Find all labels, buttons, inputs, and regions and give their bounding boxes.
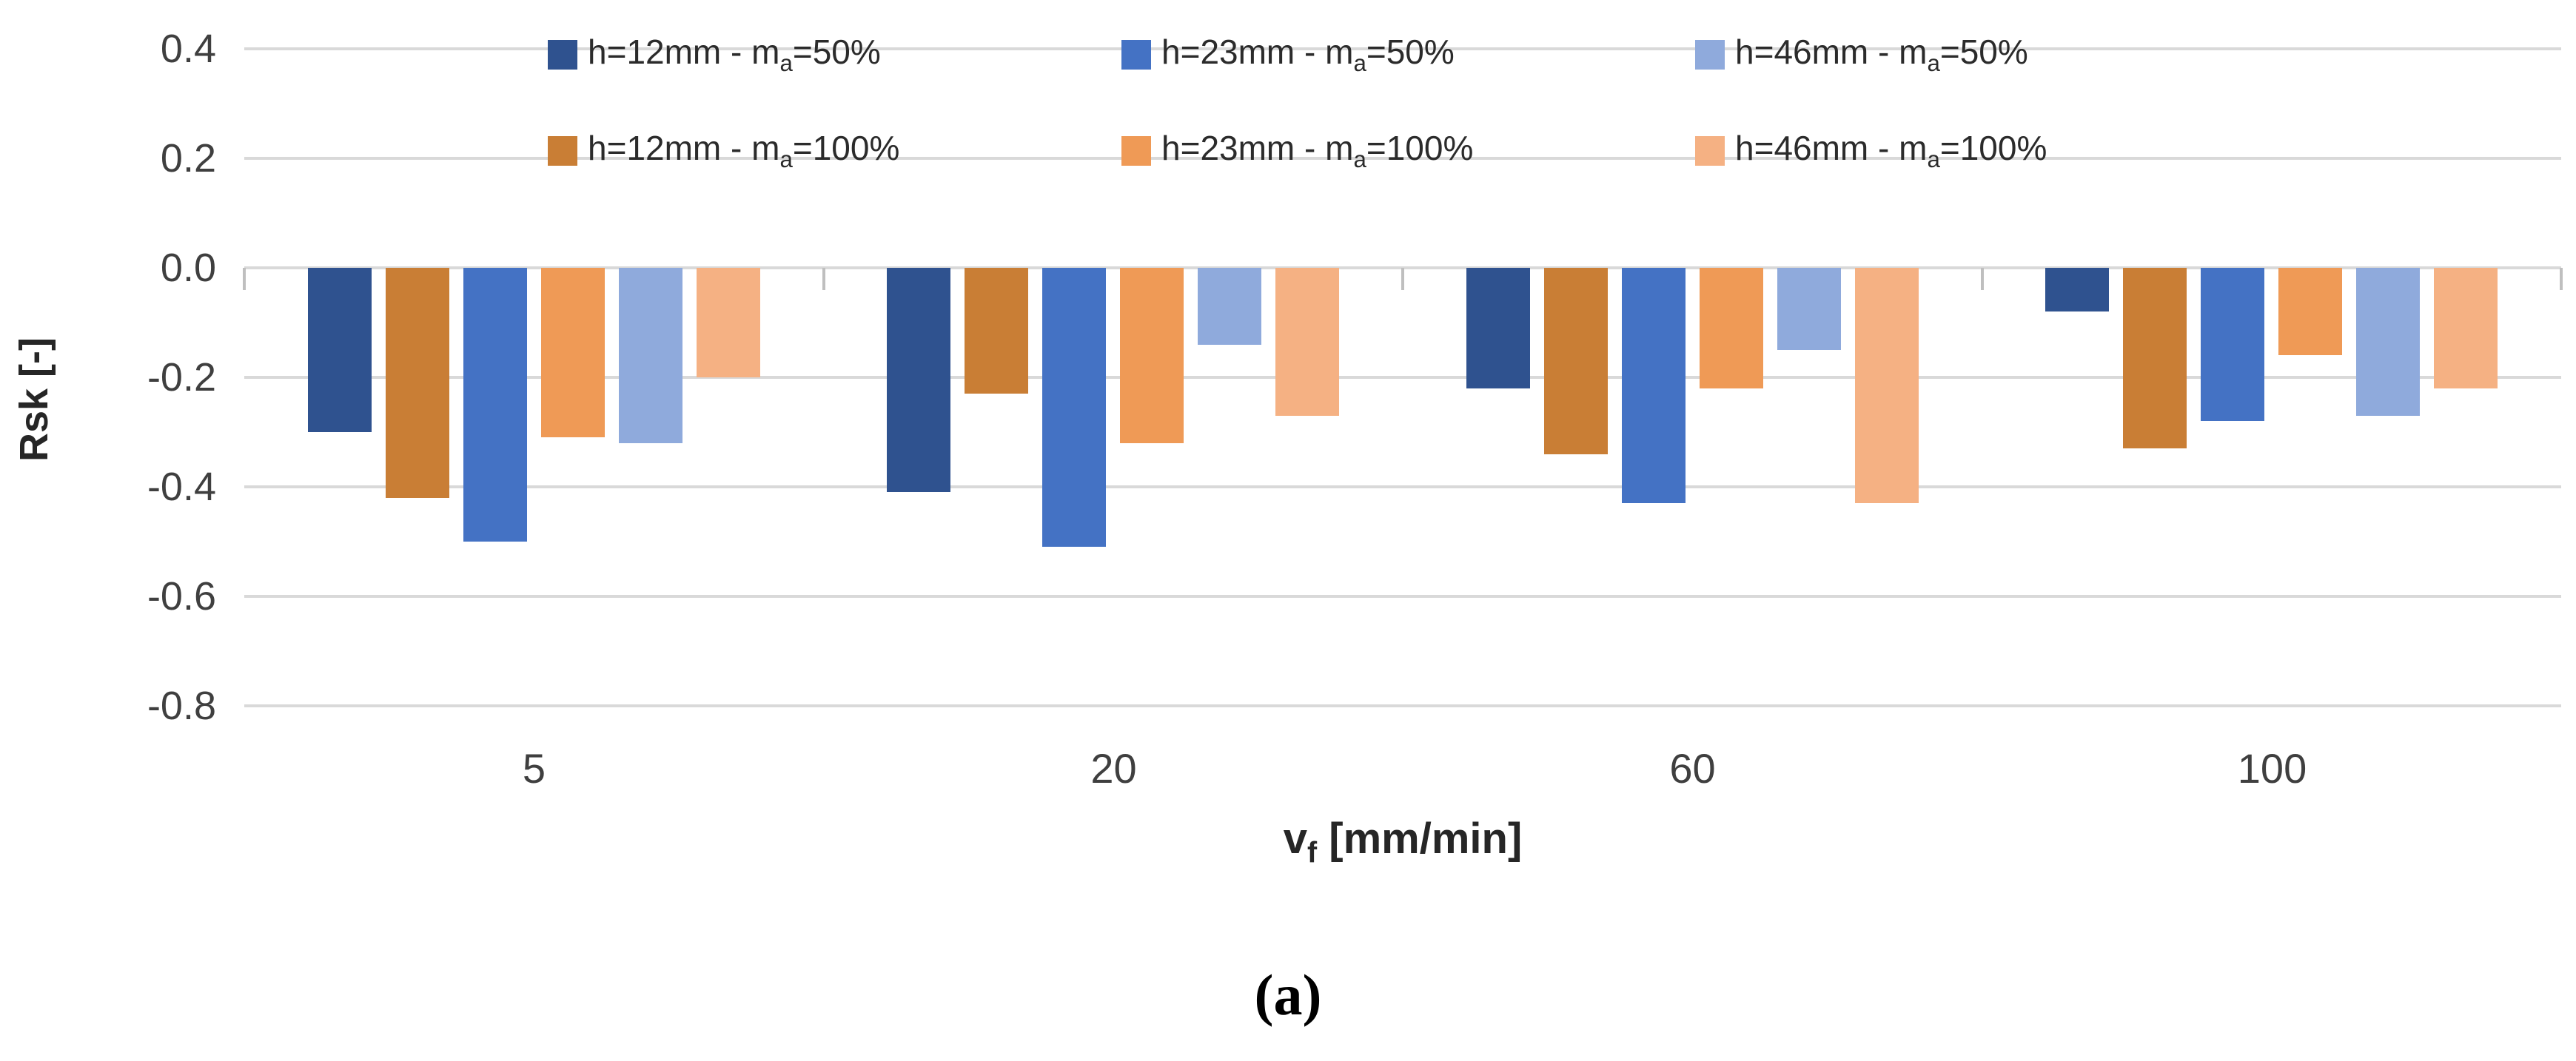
bar-vf5-series5 xyxy=(697,268,760,377)
bar-vf20-series2 xyxy=(1042,268,1106,547)
text-segment: h=23mm - m xyxy=(1161,129,1354,168)
gridline xyxy=(244,47,2561,50)
legend-label: h=46mm - ma=50% xyxy=(1735,32,2028,77)
legend-label: h=23mm - ma=100% xyxy=(1161,128,1473,173)
bar-vf100-series0 xyxy=(2045,268,2109,311)
text-segment: v xyxy=(1283,815,1307,863)
subscript: a xyxy=(779,146,793,173)
subscript: a xyxy=(1353,50,1366,77)
x-category-label: 100 xyxy=(2237,745,2307,792)
y-tick-label: -0.2 xyxy=(147,355,216,400)
axis-tick xyxy=(2560,268,2563,290)
legend-item: h=23mm - ma=100% xyxy=(1121,127,1473,175)
axis-tick xyxy=(822,268,825,290)
subscript: a xyxy=(1927,50,1940,77)
legend-swatch xyxy=(1695,136,1725,166)
legend-swatch xyxy=(548,136,577,166)
gridline xyxy=(244,704,2561,707)
bar-vf5-series1 xyxy=(386,268,449,498)
legend-label: h=12mm - ma=100% xyxy=(588,128,899,173)
bar-vf20-series4 xyxy=(1198,268,1261,345)
y-tick-label: 0.0 xyxy=(160,246,216,290)
bar-vf60-series4 xyxy=(1777,268,1841,350)
text-segment: =50% xyxy=(1939,33,2028,72)
legend-label: h=23mm - ma=50% xyxy=(1161,32,1455,77)
gridline xyxy=(244,157,2561,160)
text-segment: =50% xyxy=(1366,33,1455,72)
x-axis-title: vf [mm/min] xyxy=(244,814,2561,870)
bar-vf100-series2 xyxy=(2201,268,2264,421)
x-category-label: 60 xyxy=(1669,745,1716,792)
bar-vf100-series4 xyxy=(2356,268,2420,416)
bar-vf5-series4 xyxy=(619,268,682,443)
legend-swatch xyxy=(1121,136,1151,166)
bar-vf5-series3 xyxy=(541,268,605,437)
bar-vf20-series5 xyxy=(1275,268,1339,416)
y-tick-label: 0.2 xyxy=(160,136,216,181)
text-segment: h=46mm - m xyxy=(1735,33,1928,72)
bar-vf20-series1 xyxy=(965,268,1028,394)
y-tick-label: 0.4 xyxy=(160,27,216,71)
figure-caption: (a) xyxy=(1254,963,1322,1027)
subscript: f xyxy=(1307,836,1318,869)
text-segment: [mm/min] xyxy=(1317,815,1523,863)
y-tick-label: -0.4 xyxy=(147,465,216,509)
y-axis-title: Rsk [-] xyxy=(12,337,56,462)
bar-vf20-series0 xyxy=(887,268,950,492)
x-category-label: 5 xyxy=(522,745,546,792)
y-tick-label: -0.6 xyxy=(147,574,216,619)
text-segment: =100% xyxy=(792,129,900,168)
text-segment: =100% xyxy=(1939,129,2047,168)
text-segment: h=46mm - m xyxy=(1735,129,1928,168)
subscript: a xyxy=(779,50,793,77)
bar-vf100-series1 xyxy=(2123,268,2187,448)
text-segment: h=12mm - m xyxy=(588,33,780,72)
bar-vf60-series3 xyxy=(1700,268,1763,388)
legend-item: h=12mm - ma=50% xyxy=(548,31,881,78)
bar-vf5-series2 xyxy=(463,268,527,542)
bar-vf20-series3 xyxy=(1120,268,1184,443)
bar-vf60-series1 xyxy=(1544,268,1608,454)
gridline xyxy=(244,485,2561,488)
gridline xyxy=(244,595,2561,598)
subscript: a xyxy=(1353,146,1366,173)
bar-vf60-series5 xyxy=(1855,268,1919,503)
legend-item: h=46mm - ma=100% xyxy=(1695,127,2047,175)
legend-swatch xyxy=(548,40,577,70)
legend-item: h=23mm - ma=50% xyxy=(1121,31,1455,78)
text-segment: h=12mm - m xyxy=(588,129,780,168)
text-segment: h=23mm - m xyxy=(1161,33,1354,72)
axis-tick xyxy=(243,268,246,290)
axis-tick xyxy=(1401,268,1404,290)
legend-item: h=46mm - ma=50% xyxy=(1695,31,2028,78)
text-segment: =100% xyxy=(1366,129,1474,168)
legend-label: h=12mm - ma=50% xyxy=(588,32,881,77)
legend: h=12mm - ma=50% h=23mm - ma=50% h=46mm - m… xyxy=(0,0,2576,222)
bar-vf100-series5 xyxy=(2434,268,2498,388)
bar-vf60-series2 xyxy=(1622,268,1686,503)
legend-item: h=12mm - ma=100% xyxy=(548,127,899,175)
subscript: a xyxy=(1927,146,1940,173)
legend-swatch xyxy=(1121,40,1151,70)
bar-vf100-series3 xyxy=(2278,268,2342,355)
axis-tick xyxy=(1981,268,1984,290)
text-segment: =50% xyxy=(792,33,881,72)
bar-vf60-series0 xyxy=(1466,268,1530,388)
x-category-label: 20 xyxy=(1090,745,1137,792)
legend-swatch xyxy=(1695,40,1725,70)
y-tick-label: -0.8 xyxy=(147,684,216,728)
bar-vf5-series0 xyxy=(308,268,372,432)
legend-label: h=46mm - ma=100% xyxy=(1735,128,2047,173)
gridline xyxy=(244,376,2561,379)
